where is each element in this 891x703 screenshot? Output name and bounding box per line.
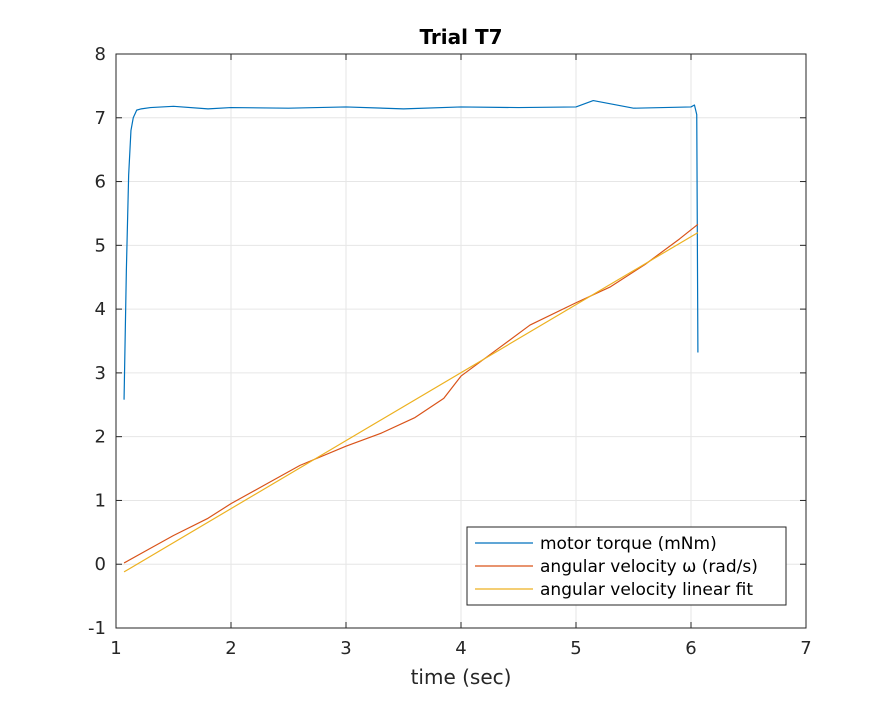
chart-title: Trial T7: [419, 25, 502, 49]
x-tick-label: 6: [685, 638, 696, 659]
y-tick-label: 5: [95, 235, 106, 256]
series-line-fit: [123, 232, 699, 573]
y-tick-label: 2: [95, 427, 106, 448]
ticks: [115, 53, 807, 629]
x-tick-label: 2: [225, 638, 236, 659]
legend-label-velocity: angular velocity ω (rad/s): [540, 557, 758, 577]
x-tick-label: 3: [340, 638, 351, 659]
x-axis-label: time (sec): [411, 665, 512, 689]
x-tick-label: 4: [455, 638, 466, 659]
legend-label-torque: motor torque (mNm): [540, 534, 717, 554]
y-tick-label: 0: [95, 554, 106, 575]
x-tick-label: 1: [110, 638, 121, 659]
legend-label-fit: angular velocity linear fit: [540, 580, 753, 600]
series-line-velocity: [123, 223, 699, 564]
x-tick-label: 7: [800, 638, 811, 659]
y-tick-labels: -1 0 1 2 3 4 5 6 7 8: [88, 44, 106, 639]
series-line-torque: [123, 99, 699, 400]
x-tick-labels: 1 2 3 4 5 6 7: [110, 638, 811, 659]
y-tick-label: 1: [95, 490, 106, 511]
y-tick-label: 8: [95, 44, 106, 65]
series-layer: [123, 99, 699, 573]
legend: motor torque (mNm) angular velocity ω (r…: [466, 526, 787, 606]
x-tick-label: 5: [570, 638, 581, 659]
y-tick-label: -1: [88, 618, 106, 639]
y-tick-label: 4: [95, 299, 106, 320]
y-tick-label: 6: [95, 172, 106, 193]
y-tick-label: 7: [95, 108, 106, 129]
y-tick-label: 3: [95, 363, 106, 384]
